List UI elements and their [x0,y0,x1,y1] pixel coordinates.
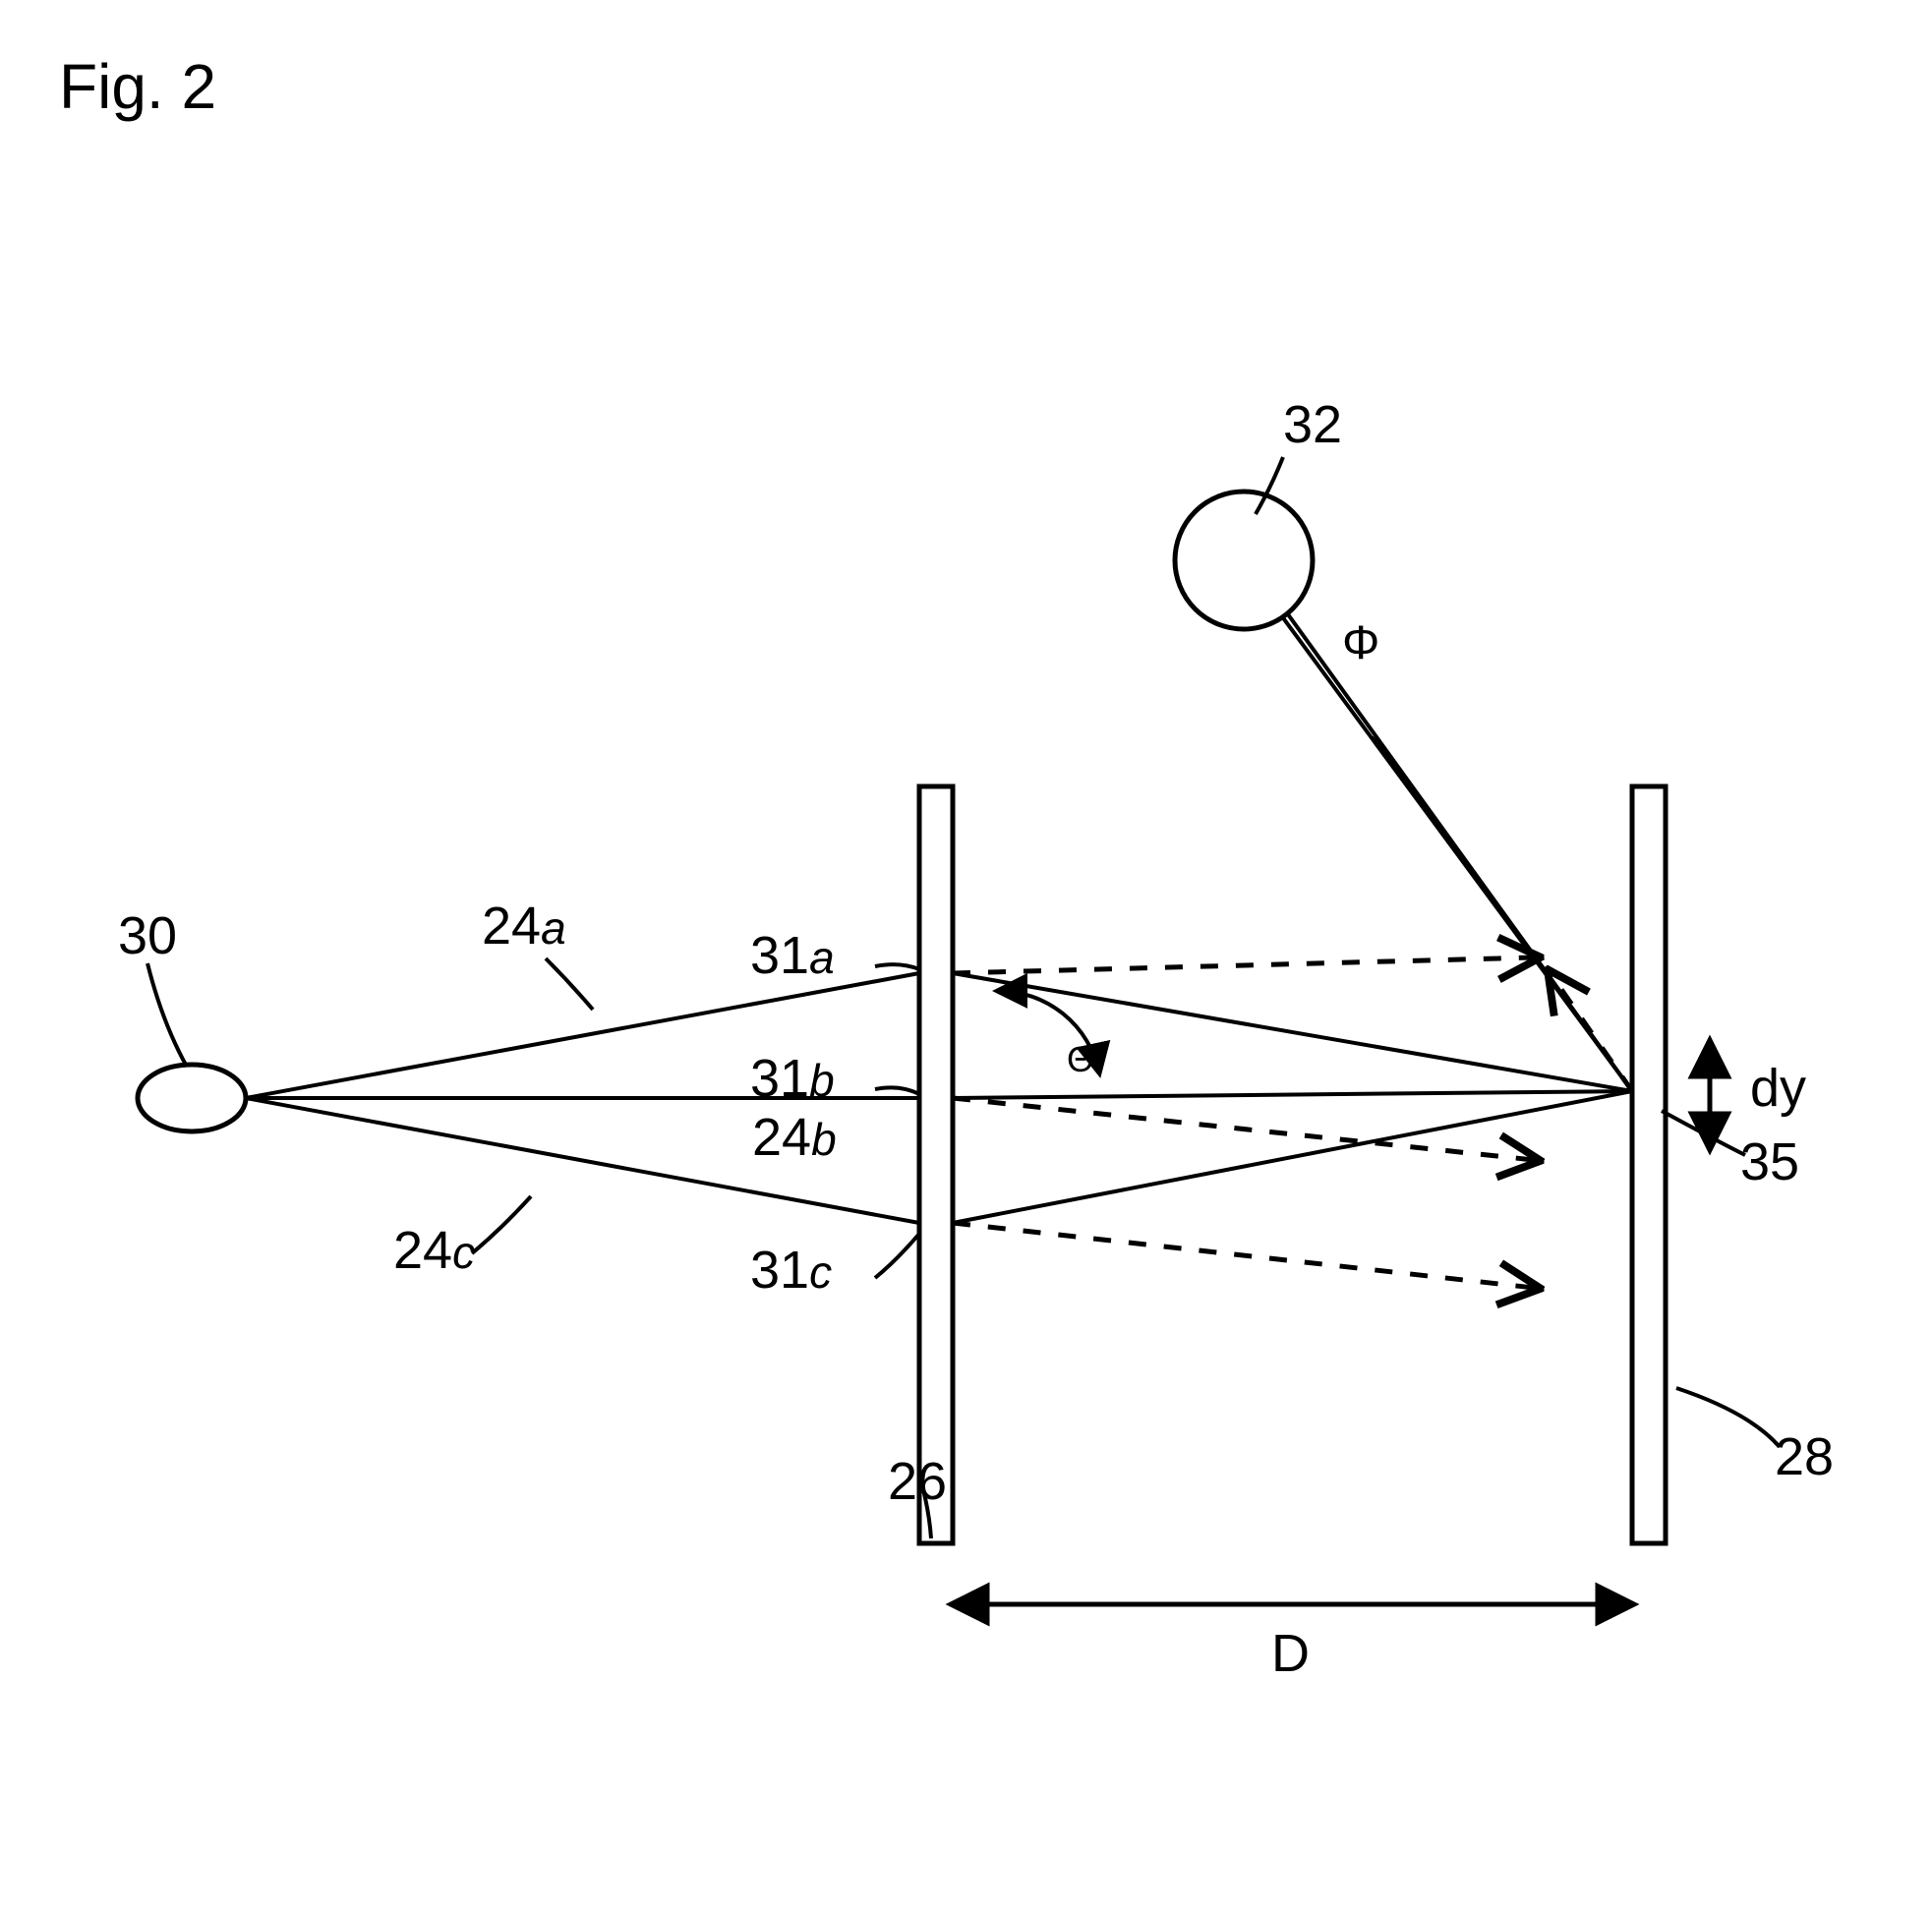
ray-c-right [953,1091,1632,1223]
label-D: D [1271,1624,1310,1683]
source-ellipse [138,1065,246,1131]
leader-31b [875,1087,919,1094]
label-28: 28 [1775,1427,1834,1486]
leader-24a [546,958,593,1010]
detector-circle [1175,492,1313,629]
scatter-c [953,1223,1534,1288]
label-24b: 24b [752,1108,837,1167]
label-dy: dy [1750,1059,1806,1118]
figure-title: Fig. 2 [59,51,216,122]
label-24c: 24c [393,1221,475,1280]
leader-35 [1662,1111,1745,1155]
cone-lower [1288,614,1632,1091]
ray-b-right [953,1091,1632,1098]
label-24a: 24a [482,897,566,956]
leader-31c [875,1234,919,1278]
leader-28 [1676,1388,1780,1447]
ray-a-right [953,973,1632,1091]
label-30: 30 [118,906,177,965]
label-phi: Φ [1342,617,1379,669]
figure-canvas: Fig. 2 [0,0,1932,1907]
leader-30 [147,963,187,1067]
leader-24c [472,1196,531,1253]
label-31b: 31b [750,1049,835,1108]
label-35: 35 [1740,1132,1799,1191]
right-plate [1632,786,1666,1543]
scatter-a [953,957,1534,973]
leader-31a [875,964,919,969]
label-theta: Θ [1067,1039,1094,1079]
label-26: 26 [888,1452,947,1511]
label-32: 32 [1283,395,1342,454]
diagram-svg: Fig. 2 [0,0,1932,1907]
label-31c: 31c [750,1241,832,1300]
left-plate [919,786,953,1543]
label-31a: 31a [750,926,835,985]
